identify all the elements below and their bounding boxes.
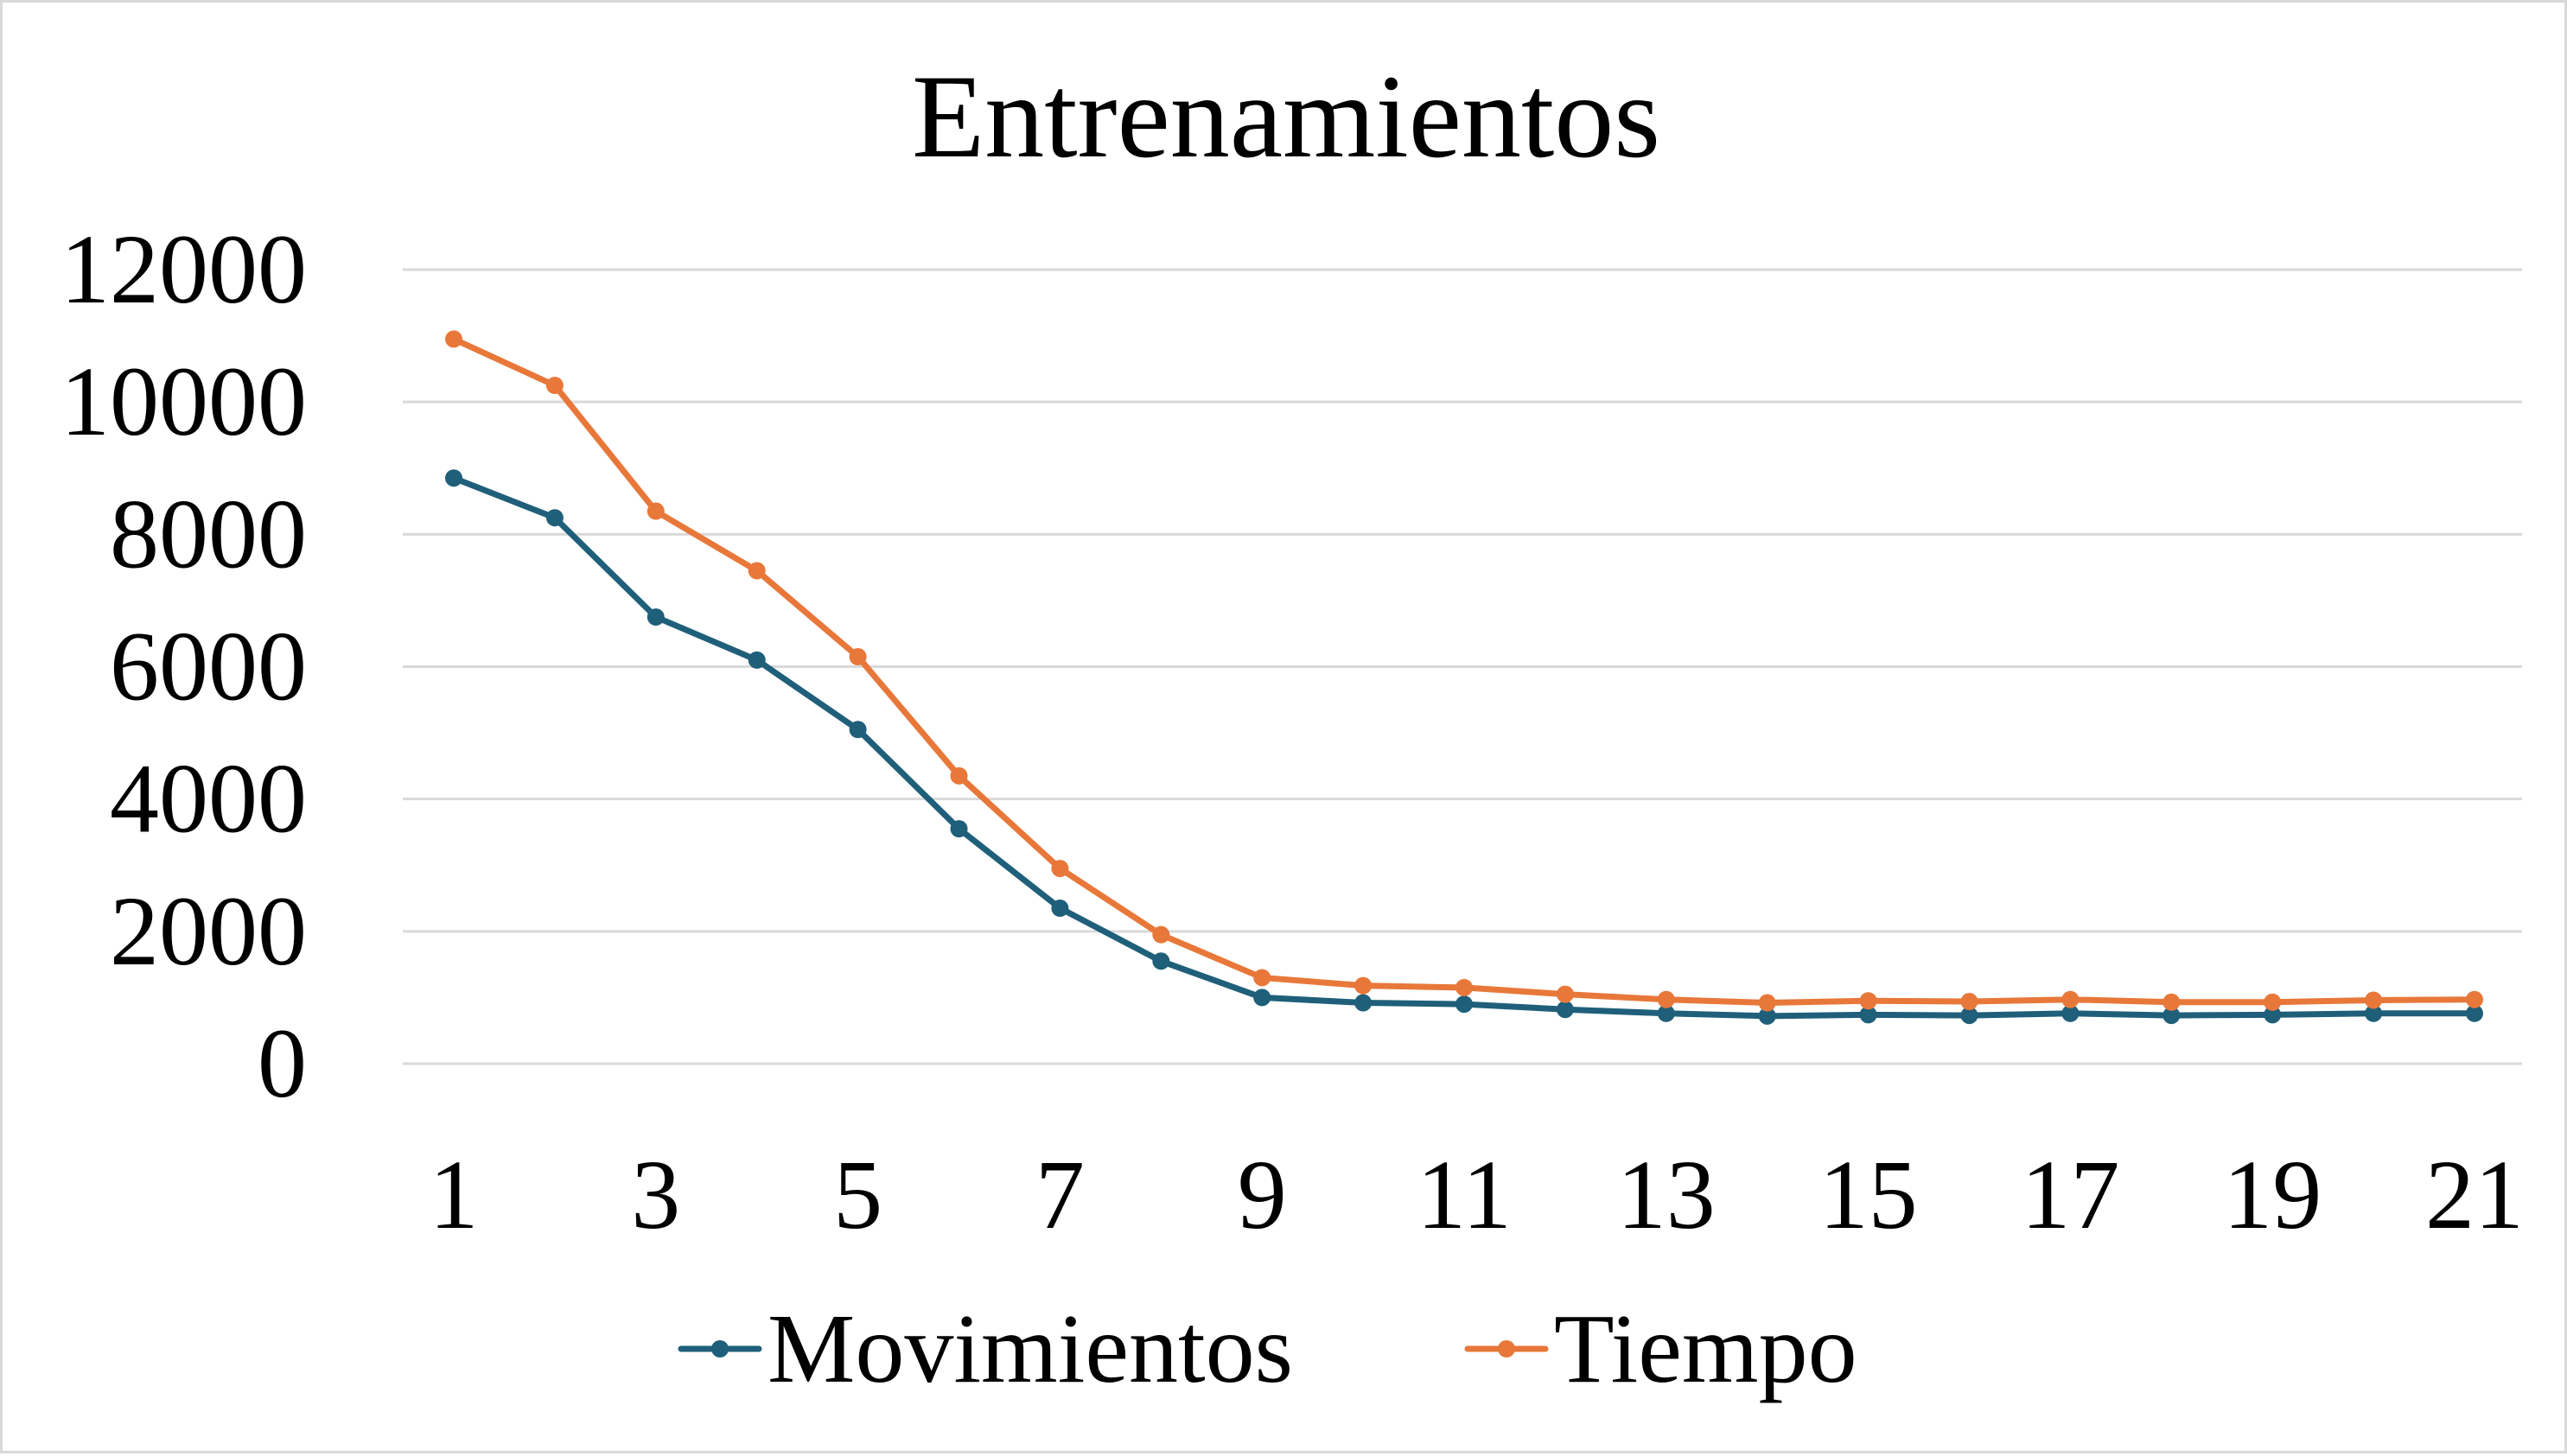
x-tick-label: 7	[1035, 1140, 1085, 1249]
data-point	[647, 608, 665, 626]
data-point	[647, 502, 665, 520]
legend-swatch-marker	[711, 1340, 729, 1357]
data-point	[1354, 976, 1373, 995]
data-point	[2264, 1006, 2282, 1024]
data-point	[2466, 990, 2483, 1008]
data-point	[1960, 993, 1978, 1011]
data-point	[748, 651, 766, 669]
series-lines	[445, 330, 2483, 1025]
data-point	[445, 330, 462, 348]
data-point	[1960, 1007, 1978, 1025]
series-movimientos	[445, 469, 2483, 1025]
data-point	[1758, 994, 1776, 1012]
data-point	[950, 820, 968, 838]
data-point	[545, 377, 564, 395]
data-point	[1455, 978, 1473, 996]
data-point	[1051, 860, 1069, 878]
data-point	[1859, 1006, 1877, 1024]
gridlines	[403, 268, 2522, 1065]
line-chart: Entrenamientos 0 2000 4000 6000 8000 10000 120…	[61, 50, 2525, 1403]
x-tick-label: 1	[430, 1140, 479, 1249]
series-tiempo	[445, 330, 2483, 1012]
data-point	[2466, 1004, 2483, 1022]
data-point	[1758, 1007, 1776, 1025]
data-point	[1556, 1001, 1574, 1019]
data-point	[2264, 993, 2282, 1011]
series-line	[450, 335, 2478, 1007]
data-point	[545, 509, 564, 527]
x-tick-label: 9	[1238, 1140, 1287, 1249]
data-point	[1859, 992, 1877, 1010]
legend-swatch-marker	[1498, 1340, 1515, 1357]
data-point	[1152, 952, 1170, 970]
data-point	[950, 766, 968, 785]
y-tick-label: 2000	[110, 876, 307, 986]
x-tick-label: 15	[1819, 1140, 1918, 1249]
y-tick-label: 12000	[61, 214, 307, 324]
data-point	[1455, 995, 1473, 1014]
x-tick-label: 21	[2425, 1140, 2524, 1249]
x-tick-label: 13	[1617, 1140, 1716, 1249]
data-point	[849, 721, 867, 739]
data-point	[1253, 989, 1271, 1007]
legend-item-tiempo: Tiempo	[1464, 1294, 1857, 1403]
data-point	[748, 562, 766, 580]
x-tick-label: 11	[1417, 1140, 1512, 1249]
data-point	[2365, 1004, 2383, 1022]
data-point	[1657, 990, 1675, 1008]
data-point	[2365, 991, 2383, 1009]
x-tick-label: 17	[2021, 1140, 2119, 1249]
data-point	[2163, 993, 2181, 1011]
data-point	[1556, 985, 1574, 1003]
x-tick-label: 5	[833, 1140, 882, 1249]
x-tick-label: 3	[631, 1140, 680, 1249]
data-point	[1152, 925, 1170, 944]
y-tick-label: 0	[258, 1008, 307, 1118]
series-line	[450, 474, 2478, 1020]
x-tick-label: 19	[2223, 1140, 2322, 1249]
legend-label: Tiempo	[1554, 1294, 1857, 1403]
data-point	[1657, 1004, 1675, 1022]
data-point	[2163, 1007, 2181, 1025]
data-point	[1354, 994, 1373, 1012]
chart-title: Entrenamientos	[912, 50, 1660, 182]
data-point	[1051, 900, 1069, 918]
legend: Movimientos Tiempo	[678, 1294, 1857, 1403]
legend-item-movimientos: Movimientos	[678, 1294, 1293, 1403]
y-tick-label: 8000	[110, 479, 307, 588]
data-point	[2061, 1004, 2080, 1022]
data-point	[849, 648, 867, 666]
y-tick-label: 6000	[110, 612, 307, 722]
y-tick-label: 4000	[110, 744, 307, 854]
x-axis-tick-labels: 1 3 5 7 9 11 13 15 17 19 21	[430, 1140, 2525, 1249]
data-point	[1253, 969, 1271, 987]
y-axis-tick-labels: 0 2000 4000 6000 8000 10000 12000	[61, 214, 307, 1118]
data-point	[2061, 990, 2080, 1008]
legend-label: Movimientos	[768, 1294, 1293, 1403]
data-point	[445, 469, 462, 487]
y-tick-label: 10000	[61, 347, 307, 456]
